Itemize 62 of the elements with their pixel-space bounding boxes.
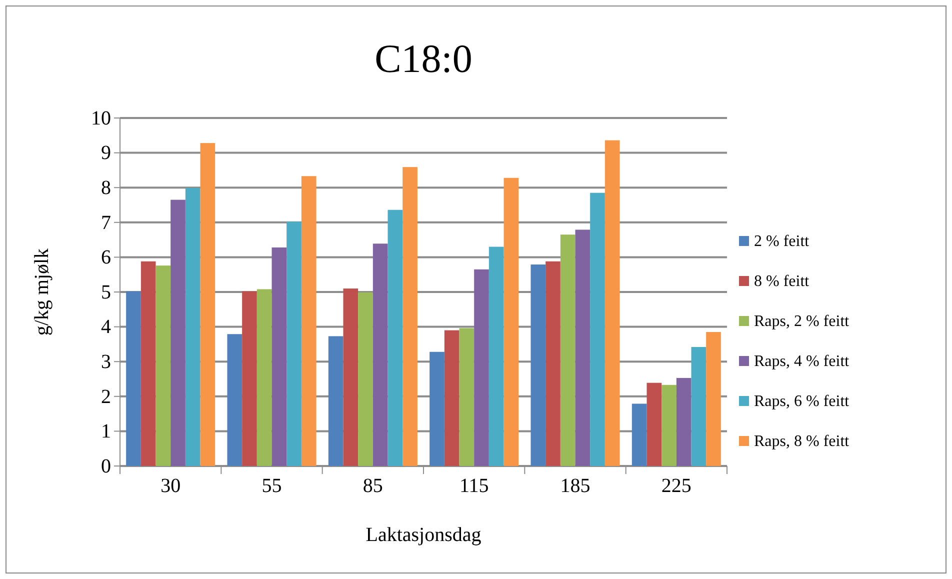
x-tick-label: 115 xyxy=(459,475,489,498)
bar xyxy=(272,247,287,466)
x-tick-label: 30 xyxy=(160,475,181,498)
x-axis-title: Laktasjonsdag xyxy=(366,524,482,546)
y-tick-label: 0 xyxy=(101,455,111,478)
bar xyxy=(301,176,316,466)
y-tick-label: 3 xyxy=(101,351,111,373)
bar xyxy=(256,289,272,466)
y-tick-label: 10 xyxy=(91,107,111,130)
x-tick-label: 85 xyxy=(362,475,383,498)
legend-label: 2 % feitt xyxy=(754,233,810,250)
bar xyxy=(590,192,605,466)
bar xyxy=(185,188,200,466)
bar xyxy=(170,200,186,466)
bar xyxy=(604,140,620,466)
bar xyxy=(560,234,576,466)
y-tick-label: 2 xyxy=(101,386,111,408)
bar xyxy=(140,261,156,466)
bar xyxy=(200,143,216,466)
bar xyxy=(286,222,302,466)
bar xyxy=(444,330,460,466)
y-axis-title: g/kg mjølk xyxy=(31,248,53,336)
x-tick-label: 185 xyxy=(560,475,590,498)
y-tick-label: 5 xyxy=(101,281,111,304)
bar xyxy=(372,244,388,466)
y-tick-label: 1 xyxy=(101,420,111,443)
legend-label: Raps, 2 % feitt xyxy=(754,313,850,330)
bar xyxy=(126,291,141,466)
x-tick-label: 55 xyxy=(262,475,282,498)
y-tick-label: 7 xyxy=(101,212,111,234)
bar xyxy=(430,352,444,466)
bar xyxy=(227,334,242,466)
bar xyxy=(343,288,358,466)
legend-label: Raps, 6 % feitt xyxy=(754,393,850,410)
y-tick-label: 8 xyxy=(101,177,111,199)
chart-title: C18:0 xyxy=(374,36,472,81)
bar xyxy=(575,230,590,466)
bar xyxy=(706,332,721,466)
bar xyxy=(662,384,676,466)
bar xyxy=(459,328,474,466)
x-tick-label: 225 xyxy=(661,475,692,498)
bar xyxy=(632,404,647,466)
bar xyxy=(242,291,257,466)
bar xyxy=(530,264,546,466)
bar xyxy=(691,346,706,466)
bar xyxy=(646,382,662,466)
legend-label: Raps, 4 % feitt xyxy=(754,353,850,370)
bar xyxy=(474,269,489,466)
legend-label: Raps, 8 % feitt xyxy=(754,433,850,450)
bar xyxy=(402,167,418,466)
bar xyxy=(488,246,504,466)
bar xyxy=(156,266,171,466)
y-tick-label: 6 xyxy=(101,246,111,269)
y-tick-label: 9 xyxy=(101,142,111,164)
bar xyxy=(546,261,560,466)
bar xyxy=(676,378,692,466)
y-tick-label: 4 xyxy=(101,316,111,338)
bar xyxy=(504,178,519,466)
legend-label: 8 % feitt xyxy=(754,273,810,290)
bar xyxy=(328,336,344,466)
bar xyxy=(358,292,373,466)
bar xyxy=(388,210,403,466)
